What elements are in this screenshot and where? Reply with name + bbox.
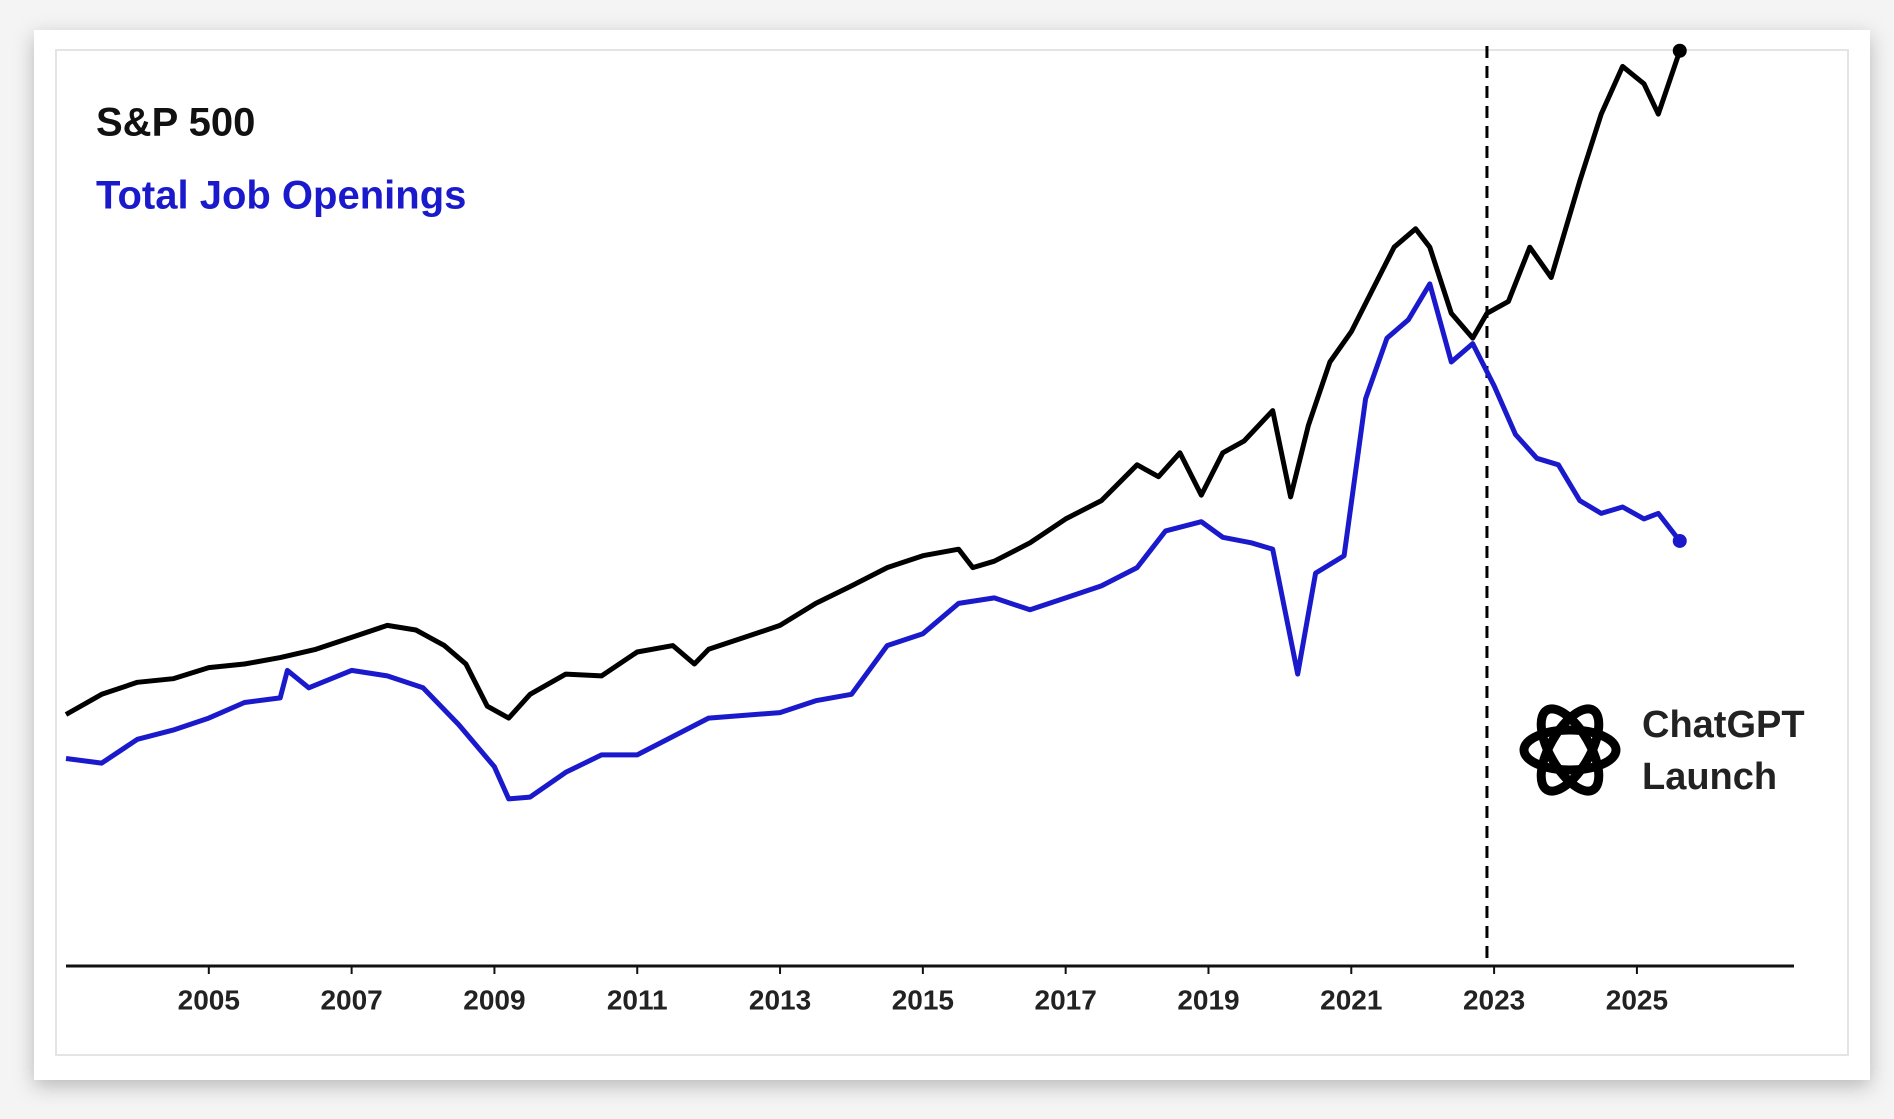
x-tick-label: 2007 — [320, 984, 382, 1015]
x-tick-label: 2019 — [1177, 984, 1239, 1015]
legend-job-openings: Total Job Openings — [96, 174, 466, 218]
annotation-text: ChatGPT — [1642, 704, 1805, 746]
x-tick-label: 2005 — [178, 984, 240, 1015]
end-dot — [1672, 533, 1687, 548]
end-dot — [1672, 43, 1687, 58]
x-tick-label: 2021 — [1320, 984, 1382, 1015]
x-tick-label: 2009 — [463, 984, 525, 1015]
x-tick-label: 2017 — [1035, 984, 1097, 1015]
legend-sp500: S&P 500 — [96, 101, 255, 145]
x-tick-label: 2015 — [892, 984, 954, 1015]
series-line — [65, 281, 1682, 802]
x-tick-label: 2013 — [749, 984, 811, 1015]
x-tick-label: 2025 — [1606, 984, 1668, 1015]
openai-logo — [1519, 704, 1621, 796]
series-line — [64, 49, 1683, 721]
annotation-text: Launch — [1642, 756, 1777, 798]
x-tick-label: 2023 — [1463, 984, 1525, 1015]
x-tick-label: 2011 — [607, 984, 668, 1015]
